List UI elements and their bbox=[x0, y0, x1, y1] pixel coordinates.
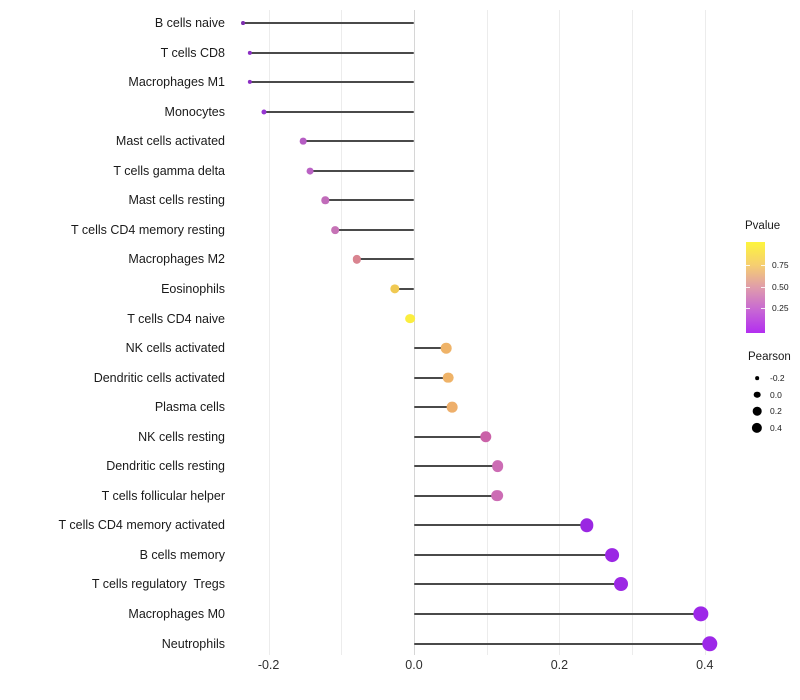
stem bbox=[414, 524, 588, 527]
stem bbox=[395, 287, 414, 290]
data-point-dot bbox=[405, 313, 416, 324]
category-label: T cells regulatory Tregs bbox=[91, 577, 225, 592]
category-label: Plasma cells bbox=[154, 400, 225, 415]
stem bbox=[414, 465, 498, 468]
data-point-dot bbox=[440, 342, 452, 354]
category-label: T cells CD4 naive bbox=[127, 311, 225, 326]
colorbar-tick-mark bbox=[761, 287, 765, 288]
pvalue-colorbar bbox=[746, 242, 765, 333]
category-label: B cells memory bbox=[139, 547, 225, 562]
stem bbox=[414, 435, 486, 438]
data-point-dot bbox=[480, 430, 492, 443]
data-point-dot bbox=[241, 21, 246, 25]
pearson-size-label: 0.2 bbox=[770, 406, 782, 417]
data-point-dot bbox=[331, 225, 340, 234]
stem bbox=[414, 376, 449, 379]
pearson-size-dot bbox=[751, 422, 763, 434]
gridline bbox=[268, 10, 270, 655]
data-point-dot bbox=[247, 79, 252, 85]
data-point-dot bbox=[442, 372, 454, 383]
gridline bbox=[486, 10, 488, 655]
stem bbox=[325, 199, 414, 202]
x-tick-label: 0.2 bbox=[550, 658, 569, 672]
category-label: T cells CD4 memory activated bbox=[58, 518, 226, 533]
gridline bbox=[704, 10, 706, 655]
stem bbox=[264, 110, 414, 113]
data-point-dot bbox=[261, 109, 267, 115]
data-point-dot bbox=[352, 255, 361, 264]
colorbar-tick-mark bbox=[746, 265, 750, 266]
data-point-dot bbox=[491, 460, 504, 473]
colorbar-tick-label: 0.50 bbox=[772, 282, 789, 292]
pearson-size-dot bbox=[755, 376, 759, 380]
data-point-dot bbox=[702, 635, 718, 652]
gridline bbox=[632, 10, 634, 655]
stem bbox=[249, 81, 414, 84]
pearson-size-dot bbox=[752, 407, 762, 416]
pearson-size-label: 0.0 bbox=[770, 389, 782, 400]
data-point-dot bbox=[614, 577, 629, 592]
category-label: NK cells activated bbox=[125, 341, 225, 356]
colorbar-tick-label: 0.75 bbox=[772, 260, 789, 270]
colorbar-tick-label: 0.25 bbox=[772, 303, 789, 313]
colorbar-tick-mark bbox=[746, 287, 750, 288]
data-point-dot bbox=[446, 401, 458, 413]
stem bbox=[249, 51, 414, 54]
stem bbox=[414, 613, 702, 615]
data-point-dot bbox=[300, 137, 307, 145]
category-label: Dendritic cells resting bbox=[106, 459, 225, 474]
colorbar-tick-mark bbox=[746, 308, 750, 309]
stem bbox=[414, 583, 622, 586]
category-label: T cells CD4 memory resting bbox=[71, 222, 225, 237]
data-point-dot bbox=[580, 518, 594, 533]
category-label: T cells gamma delta bbox=[113, 163, 225, 178]
stem bbox=[303, 140, 414, 143]
pearson-size-label: -0.2 bbox=[770, 373, 785, 383]
stem bbox=[414, 642, 710, 645]
pearson-size-dot bbox=[753, 391, 761, 398]
stem bbox=[243, 22, 414, 24]
category-label: Mast cells activated bbox=[115, 134, 225, 149]
stem bbox=[414, 494, 497, 497]
pearson-size-label: 0.4 bbox=[770, 423, 782, 434]
data-point-dot bbox=[605, 547, 620, 562]
gridline bbox=[414, 10, 415, 655]
category-label: Dendritic cells activated bbox=[93, 370, 225, 385]
stem bbox=[356, 258, 414, 261]
gridline bbox=[341, 10, 343, 655]
data-point-dot bbox=[247, 50, 252, 55]
gridline bbox=[559, 10, 561, 655]
stem bbox=[414, 347, 446, 350]
category-label: T cells follicular helper bbox=[101, 488, 225, 503]
category-label: NK cells resting bbox=[138, 429, 225, 444]
category-label: Macrophages M1 bbox=[128, 75, 225, 90]
stem bbox=[414, 553, 613, 556]
stem bbox=[310, 169, 414, 172]
category-label: Monocytes bbox=[164, 104, 225, 119]
pearson-legend-title: Pearson bbox=[748, 351, 791, 363]
data-point-dot bbox=[321, 196, 329, 204]
x-tick-label: 0.0 bbox=[405, 658, 423, 672]
colorbar-tick-mark bbox=[761, 308, 765, 309]
stem bbox=[414, 406, 452, 409]
category-label: Macrophages M2 bbox=[128, 252, 225, 267]
category-label: Mast cells resting bbox=[128, 193, 225, 208]
data-point-dot bbox=[390, 284, 400, 294]
category-label: B cells naive bbox=[154, 16, 225, 30]
stem bbox=[335, 228, 414, 231]
category-label: Neutrophils bbox=[161, 636, 225, 651]
category-label: Eosinophils bbox=[161, 281, 225, 296]
pvalue-legend-title: Pvalue bbox=[745, 220, 781, 232]
x-tick-label: 0.4 bbox=[696, 658, 714, 672]
data-point-dot bbox=[306, 167, 314, 175]
colorbar-tick-mark bbox=[761, 265, 765, 266]
category-label: Macrophages M0 bbox=[128, 607, 225, 621]
x-tick-label: -0.2 bbox=[257, 658, 280, 672]
data-point-dot bbox=[693, 606, 709, 622]
data-point-dot bbox=[491, 489, 503, 502]
category-label: T cells CD8 bbox=[160, 45, 225, 60]
